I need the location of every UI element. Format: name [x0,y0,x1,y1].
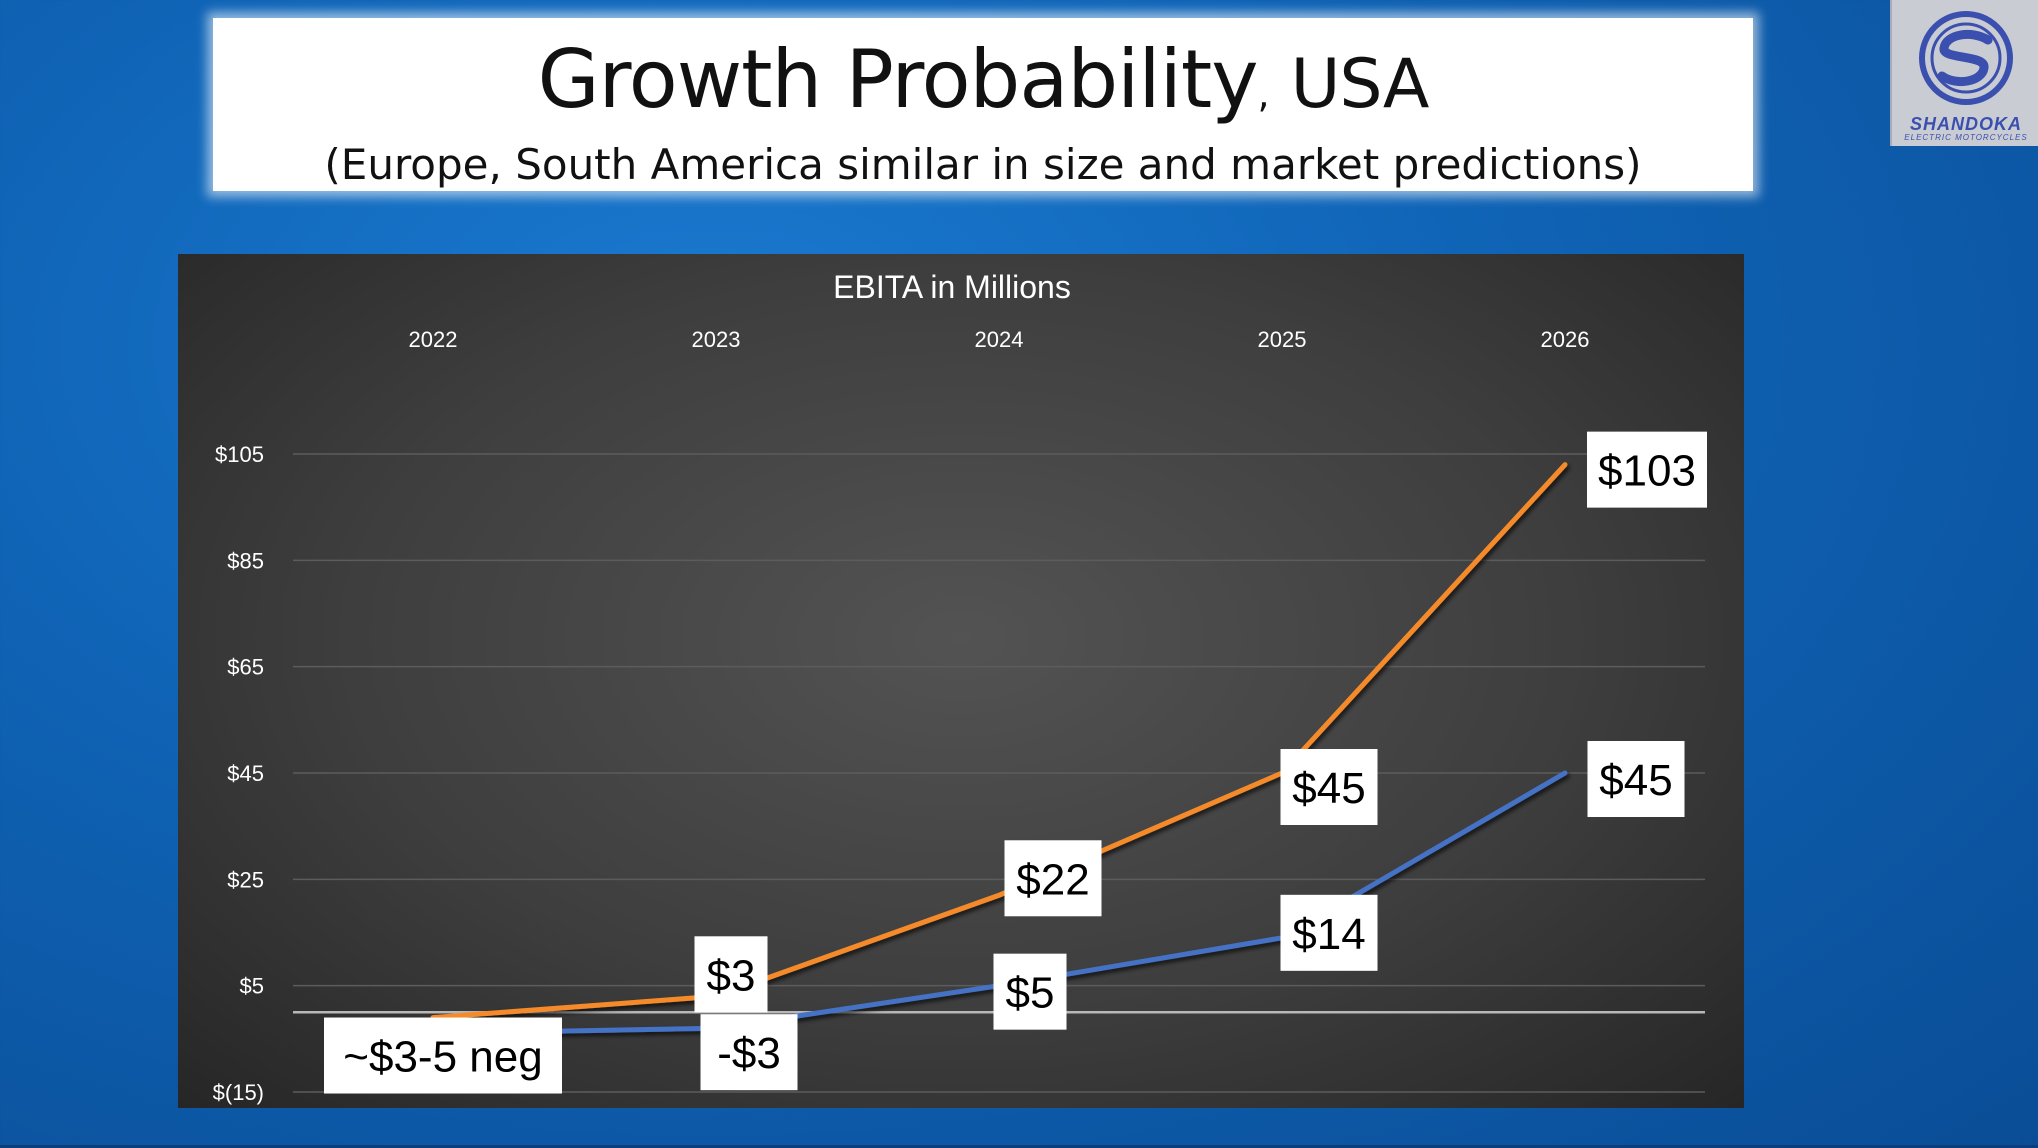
data-label-text: $103 [1598,447,1696,496]
data-label: ~$3-5 neg [324,1017,562,1094]
x-tick-label: 2026 [1541,327,1590,352]
data-label: $5 [993,953,1067,1030]
chart-title: EBITA in Millions [833,269,1071,305]
data-label-text: ~$3-5 neg [343,1033,542,1082]
title-country: USA [1290,45,1430,124]
data-label-box [1587,741,1685,817]
data-label-text: $3 [707,951,756,1000]
data-label: $103 [1587,431,1707,508]
y-tick-label: $85 [227,548,264,573]
data-label-box [1280,749,1378,825]
data-label: $14 [1280,894,1378,971]
y-tick-label: $105 [215,442,264,467]
x-tick-label: 2024 [975,327,1024,352]
title-box: Growth Probability, USA (Europe, South Am… [213,18,1753,191]
bottom-strip [0,1145,2038,1148]
data-label: $22 [1004,840,1102,917]
data-label-text: -$3 [717,1029,781,1078]
logo-tagline: ELECTRIC MOTORCYCLES [1904,133,2028,142]
x-tick-label: 2023 [692,327,741,352]
y-tick-label: $65 [227,655,264,680]
data-label-box [1280,894,1378,971]
data-label-box [1587,431,1707,508]
data-label-text: $45 [1292,764,1365,813]
data-label-text: $22 [1016,855,1089,904]
data-label-text: $5 [1006,969,1055,1018]
y-tick-label: $25 [227,867,264,892]
series-line [430,462,1568,1021]
data-label-box [993,953,1067,1030]
title-main: Growth Probability [537,33,1259,126]
company-logo: SHANDOKA ELECTRIC MOTORCYCLES [1890,0,2038,146]
x-tick-label: 2022 [409,327,458,352]
y-tick-label: $5 [240,974,264,999]
data-label: $45 [1280,749,1378,825]
y-tick-label: $(15) [213,1080,264,1105]
data-label: -$3 [700,1014,798,1091]
data-label-box [700,1014,798,1091]
data-label-text: $14 [1292,910,1365,959]
slide-title: Growth Probability, USA [213,40,1753,120]
data-label: $45 [1587,741,1685,817]
logo-name: SHANDOKA [1909,114,2022,134]
data-label-box [694,936,768,1013]
data-label-text: $45 [1599,756,1672,805]
chart-panel: EBITA in Millions $105 $85 $65 $45 $25 $5 $(15… [178,254,1744,1108]
logo-emblem-icon [1919,11,2013,105]
data-label-box [324,1017,562,1094]
ebita-line-chart: EBITA in Millions $105 $85 $65 $45 $25 $5 $(15… [213,269,1707,1105]
data-label: $3 [694,936,768,1013]
title-comma: , [1257,72,1270,116]
x-tick-label: 2025 [1258,327,1307,352]
y-tick-label: $45 [227,761,264,786]
data-label-box [1004,840,1102,917]
slide-subtitle: (Europe, South America similar in size a… [324,140,1642,189]
